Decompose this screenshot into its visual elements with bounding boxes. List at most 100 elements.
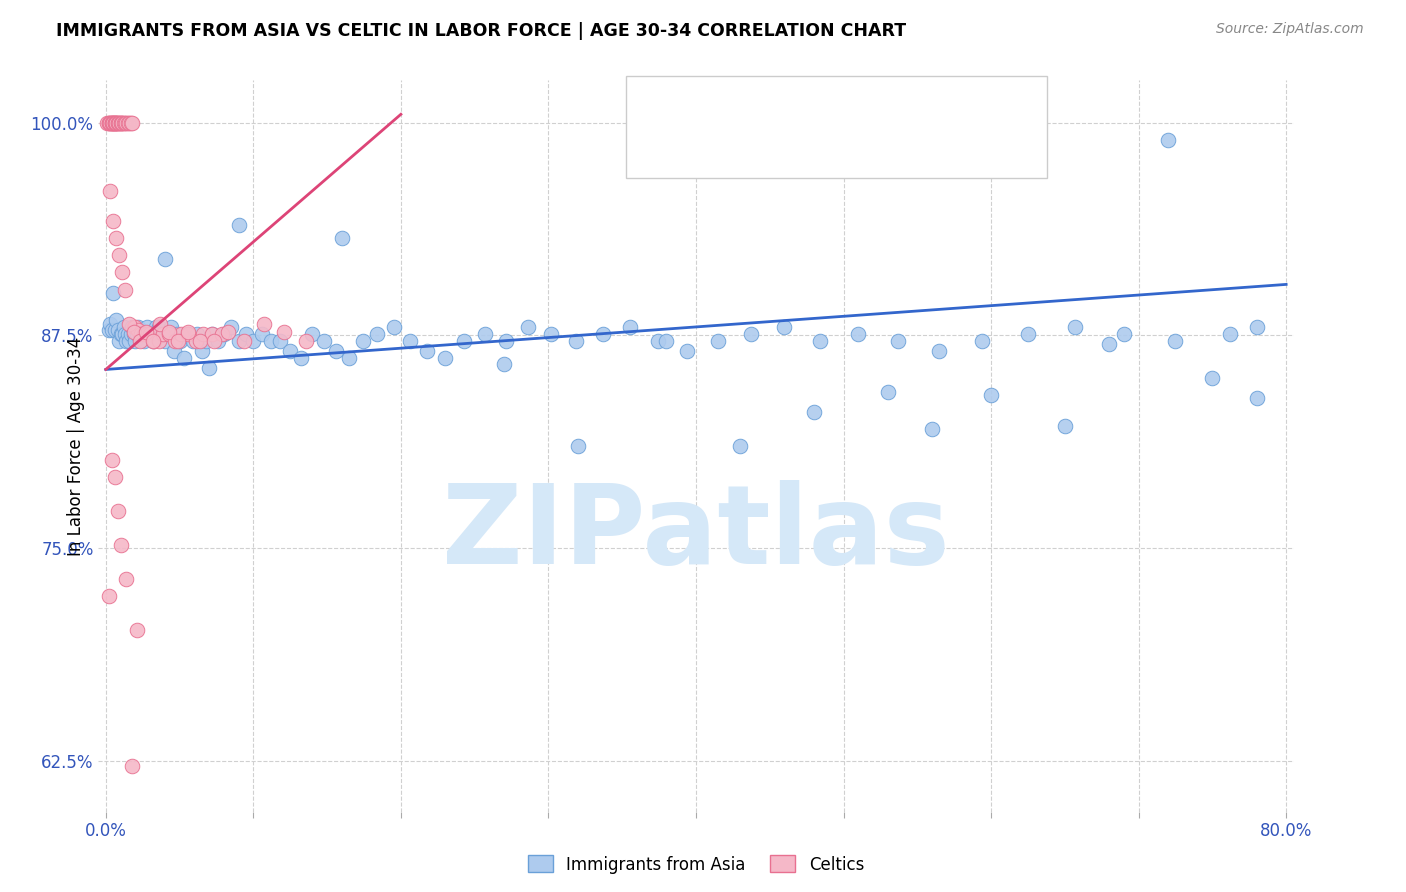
Point	[980, 388, 1002, 402]
Point	[134, 326, 156, 341]
Point	[201, 326, 224, 341]
Text: ZIPatlas: ZIPatlas	[441, 480, 950, 587]
Point	[118, 334, 141, 348]
Point	[434, 351, 457, 365]
Point	[114, 326, 136, 341]
Point	[269, 334, 291, 348]
Point	[117, 326, 139, 341]
Point	[516, 320, 538, 334]
Point	[101, 116, 124, 130]
Point	[212, 326, 235, 341]
Text: N =: N =	[887, 95, 921, 113]
Point	[105, 116, 128, 130]
Text: 0.403: 0.403	[786, 141, 842, 159]
Point	[157, 325, 180, 339]
Point	[165, 334, 187, 348]
Point	[135, 325, 157, 339]
Point	[647, 334, 669, 348]
Point	[250, 326, 273, 341]
Point	[118, 317, 141, 331]
Point	[1164, 334, 1187, 348]
Point	[1064, 320, 1087, 334]
Point	[111, 116, 134, 130]
Text: 80: 80	[955, 141, 980, 159]
Point	[107, 116, 129, 130]
Point	[118, 116, 141, 130]
Point	[136, 326, 159, 341]
Point	[228, 334, 250, 348]
Point	[153, 252, 176, 266]
Point	[1098, 337, 1121, 351]
Point	[1017, 326, 1039, 341]
Point	[273, 325, 295, 339]
Point	[97, 589, 120, 603]
Text: N =: N =	[887, 141, 921, 159]
Point	[1246, 320, 1268, 334]
Point	[97, 116, 120, 130]
Point	[100, 452, 122, 467]
Legend: Immigrants from Asia, Celtics: Immigrants from Asia, Celtics	[522, 848, 870, 880]
Point	[124, 320, 146, 334]
Point	[177, 326, 200, 341]
Point	[125, 326, 148, 341]
Point	[1201, 371, 1223, 385]
Point	[101, 116, 124, 130]
Point	[211, 326, 233, 341]
Point	[145, 320, 167, 334]
Point	[195, 334, 218, 348]
Point	[98, 317, 121, 331]
Point	[565, 334, 588, 348]
Point	[366, 326, 388, 341]
Point	[96, 116, 118, 130]
Point	[167, 334, 190, 348]
Point	[115, 334, 138, 348]
Point	[143, 334, 166, 348]
Point	[148, 334, 170, 348]
Point	[474, 326, 496, 341]
Point	[97, 116, 120, 130]
Point	[120, 326, 142, 341]
Point	[104, 116, 127, 130]
Point	[108, 334, 131, 348]
Point	[100, 323, 122, 337]
Point	[108, 248, 131, 262]
Point	[117, 116, 139, 130]
Point	[148, 320, 170, 334]
Point	[325, 343, 347, 358]
Point	[101, 285, 124, 300]
Point	[921, 422, 943, 436]
Point	[567, 439, 589, 453]
Point	[728, 439, 751, 453]
Point	[121, 759, 143, 773]
Point	[129, 326, 152, 341]
Point	[1053, 418, 1076, 433]
Text: Source: ZipAtlas.com: Source: ZipAtlas.com	[1216, 22, 1364, 37]
Text: IMMIGRANTS FROM ASIA VS CELTIC IN LABOR FORCE | AGE 30-34 CORRELATION CHART: IMMIGRANTS FROM ASIA VS CELTIC IN LABOR …	[56, 22, 907, 40]
Point	[110, 326, 132, 341]
Point	[495, 334, 517, 348]
Point	[972, 334, 994, 348]
Point	[121, 116, 143, 130]
Point	[104, 323, 127, 337]
Point	[111, 116, 134, 130]
Point	[122, 325, 145, 339]
Point	[157, 326, 180, 341]
Point	[219, 320, 242, 334]
Point	[122, 320, 145, 334]
Point	[104, 116, 127, 130]
Point	[314, 334, 336, 348]
Point	[136, 320, 159, 334]
Point	[1219, 326, 1241, 341]
Point	[150, 326, 173, 341]
Point	[398, 334, 420, 348]
Point	[188, 334, 211, 348]
Point	[110, 538, 132, 552]
Point	[131, 326, 153, 341]
Point	[619, 320, 641, 334]
Point	[253, 317, 276, 331]
Point	[114, 116, 136, 130]
Point	[163, 343, 186, 358]
Point	[337, 351, 360, 365]
Point	[592, 326, 614, 341]
Point	[97, 323, 120, 337]
